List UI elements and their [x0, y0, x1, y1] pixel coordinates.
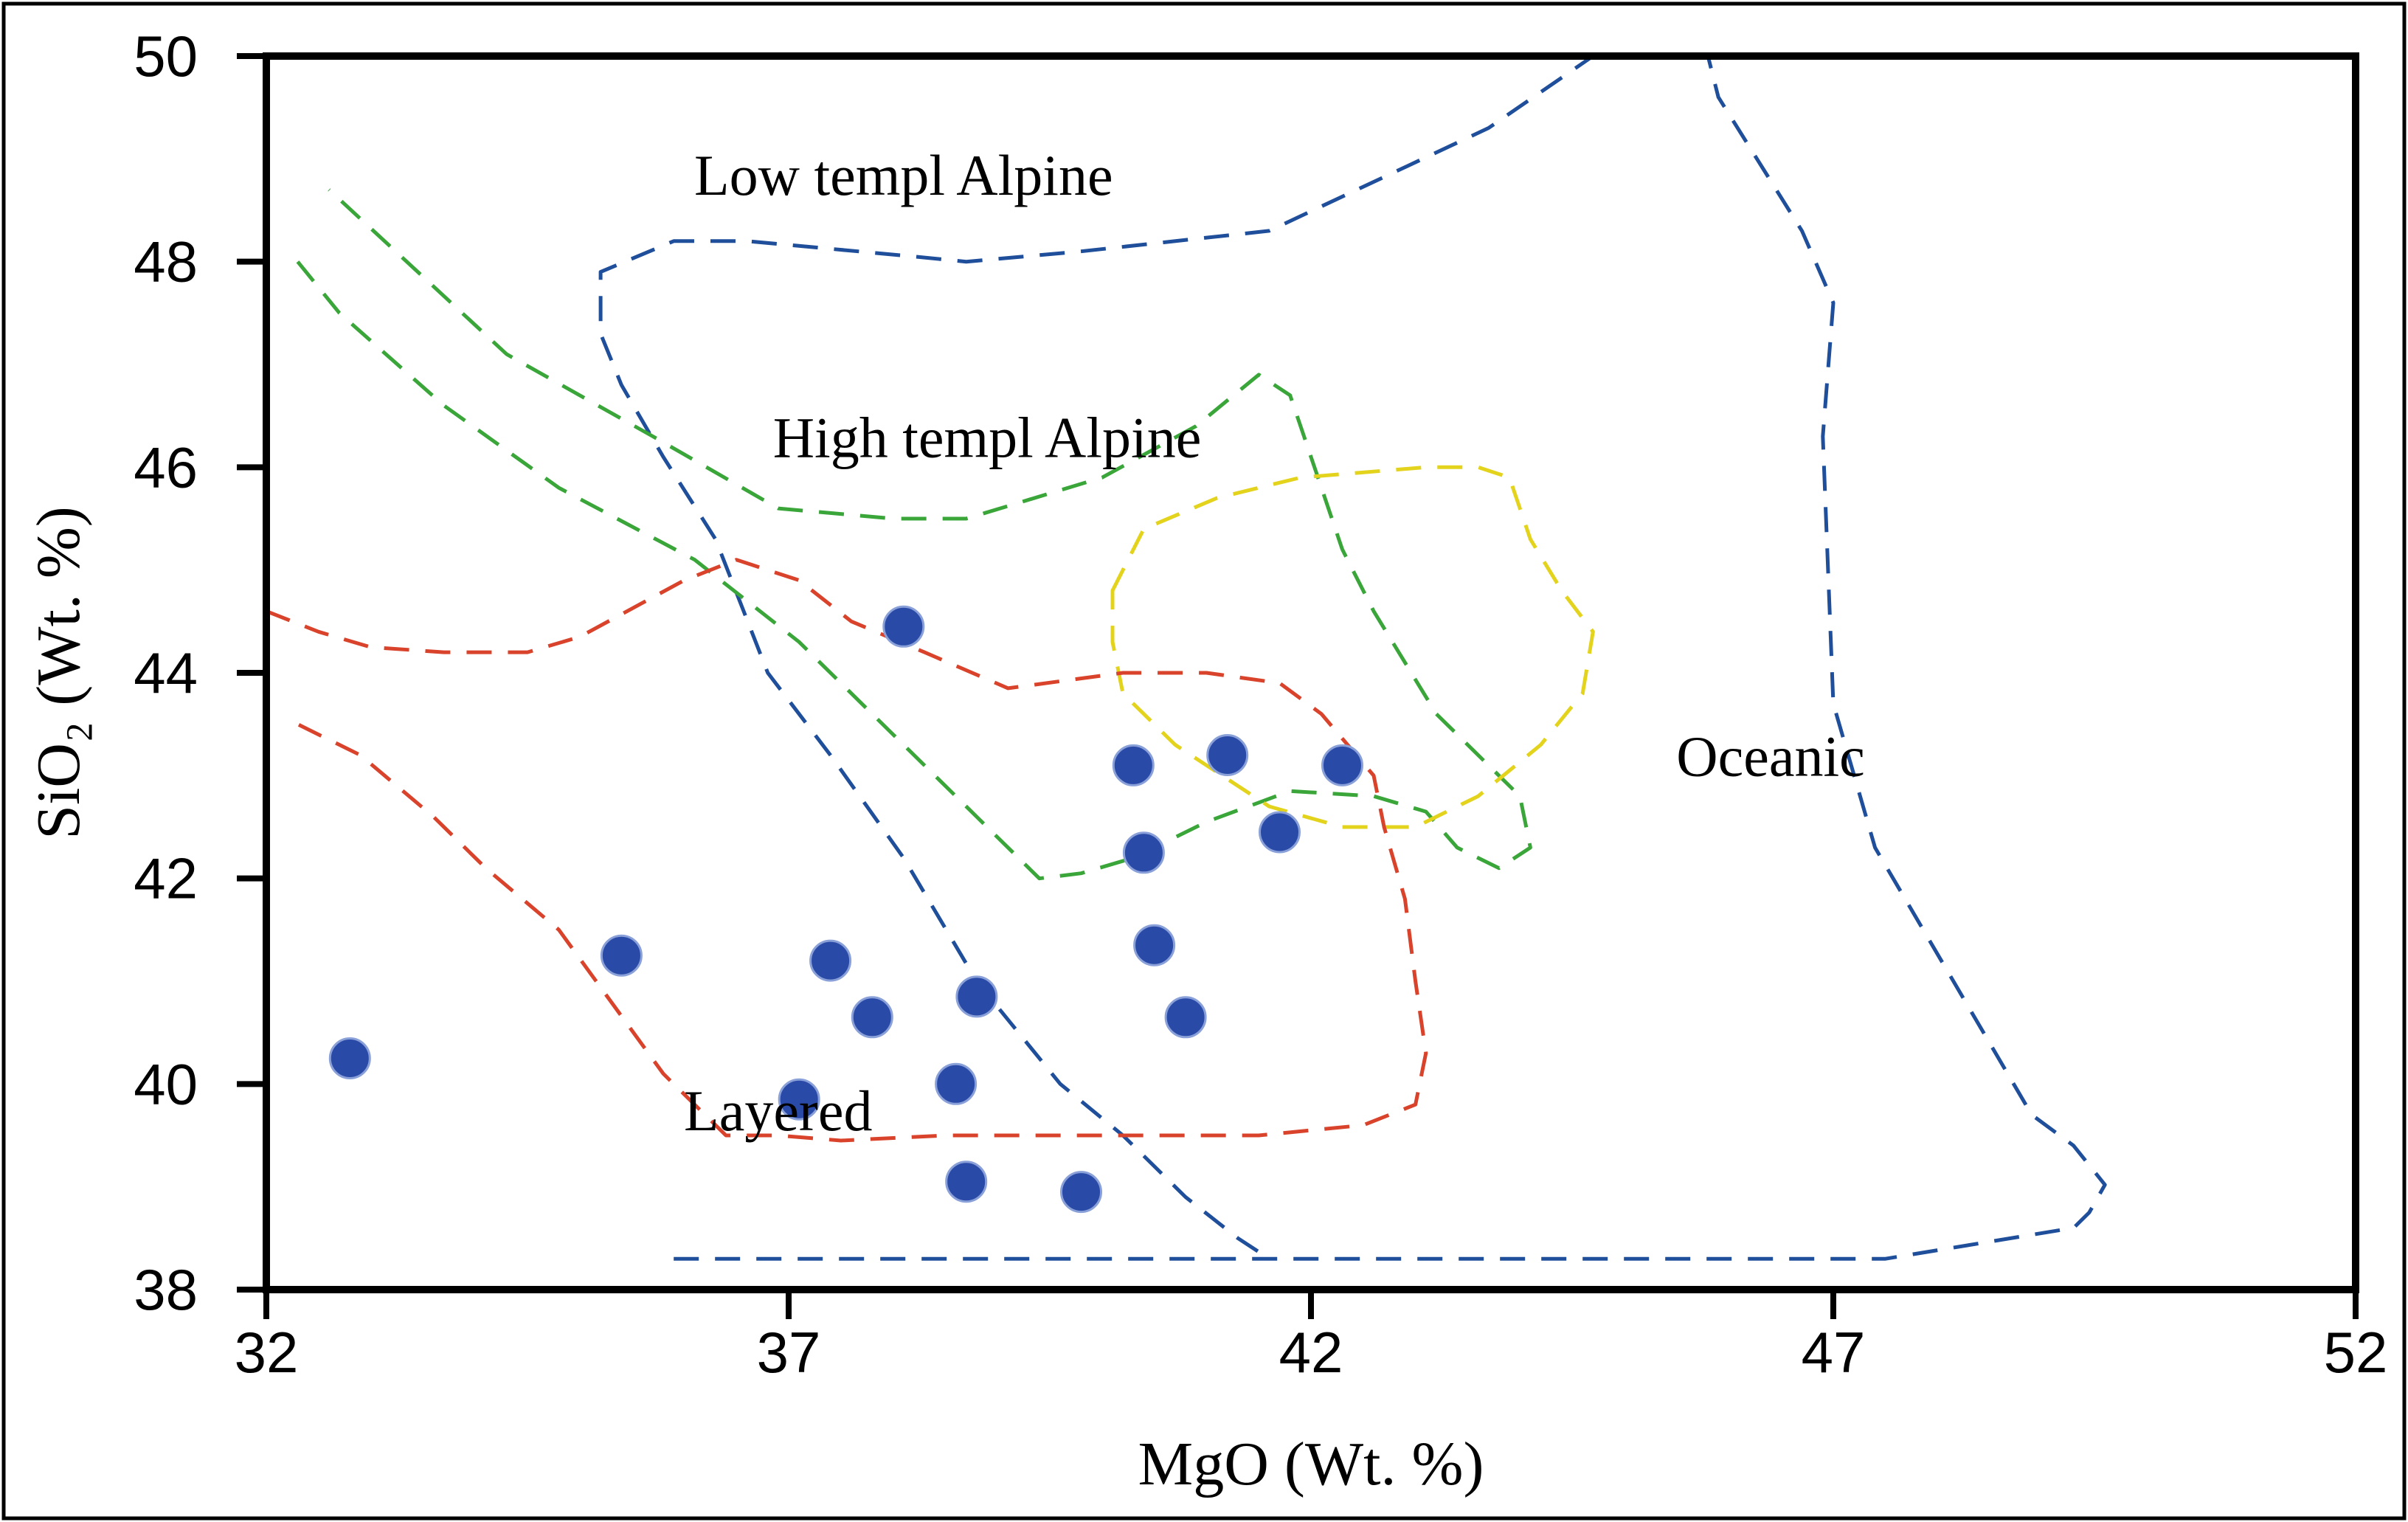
data-point: [809, 939, 852, 982]
y-tick-label: 44: [134, 640, 198, 705]
data-point: [1112, 744, 1155, 786]
data-point: [851, 996, 893, 1039]
data-point: [1133, 924, 1176, 966]
region-outline-high-templ-alpine: [296, 188, 1532, 881]
x-tick-label: 47: [1802, 1320, 1866, 1385]
y-tick-label: 46: [134, 435, 198, 499]
region-outline-layered: [266, 558, 1428, 1143]
data-points: [328, 605, 1363, 1214]
data-point: [1321, 744, 1363, 786]
axis-ticks: 32 37 42 47 52 38 40 42 44 46 48 50: [134, 24, 2387, 1385]
data-point: [935, 1062, 978, 1105]
data-point: [882, 605, 925, 648]
y-tick-label: 42: [134, 846, 198, 911]
data-point: [955, 975, 998, 1018]
data-point: [328, 1037, 371, 1079]
region-label-layered: Layered: [684, 1079, 872, 1143]
data-point: [1060, 1171, 1102, 1214]
region-label-low-templ-alpine: Low templ Alpine: [694, 143, 1113, 207]
data-point: [1259, 811, 1301, 854]
y-tick-label: 38: [134, 1257, 198, 1322]
x-tick-label: 52: [2324, 1320, 2388, 1385]
data-point: [600, 934, 643, 977]
data-point: [1122, 831, 1165, 874]
y-tick-label: 50: [134, 24, 198, 89]
data-point: [1206, 734, 1249, 776]
region-outline-oceanic: [1110, 465, 1595, 829]
region-outlines: [266, 54, 2107, 1261]
x-tick-label: 42: [1279, 1320, 1343, 1385]
data-point: [945, 1160, 988, 1203]
x-tick-label: 32: [235, 1320, 299, 1385]
region-label-oceanic: Oceanic: [1676, 724, 1864, 788]
data-point: [1164, 996, 1207, 1039]
data-point: [778, 1078, 820, 1121]
region-labels: Low templ Alpine High templ Alpine Oceanic…: [684, 143, 1865, 1143]
x-tick-label: 37: [757, 1320, 821, 1385]
y-axis-label: SiO₂ (Wt. %): [24, 506, 93, 840]
region-label-high-templ-alpine: High templ Alpine: [773, 405, 1202, 469]
y-tick-label: 48: [134, 229, 198, 294]
region-outline-low-templ-alpine: [598, 54, 2107, 1261]
y-tick-label: 40: [134, 1051, 198, 1116]
x-axis-label: MgO (Wt. %): [1138, 1430, 1484, 1498]
